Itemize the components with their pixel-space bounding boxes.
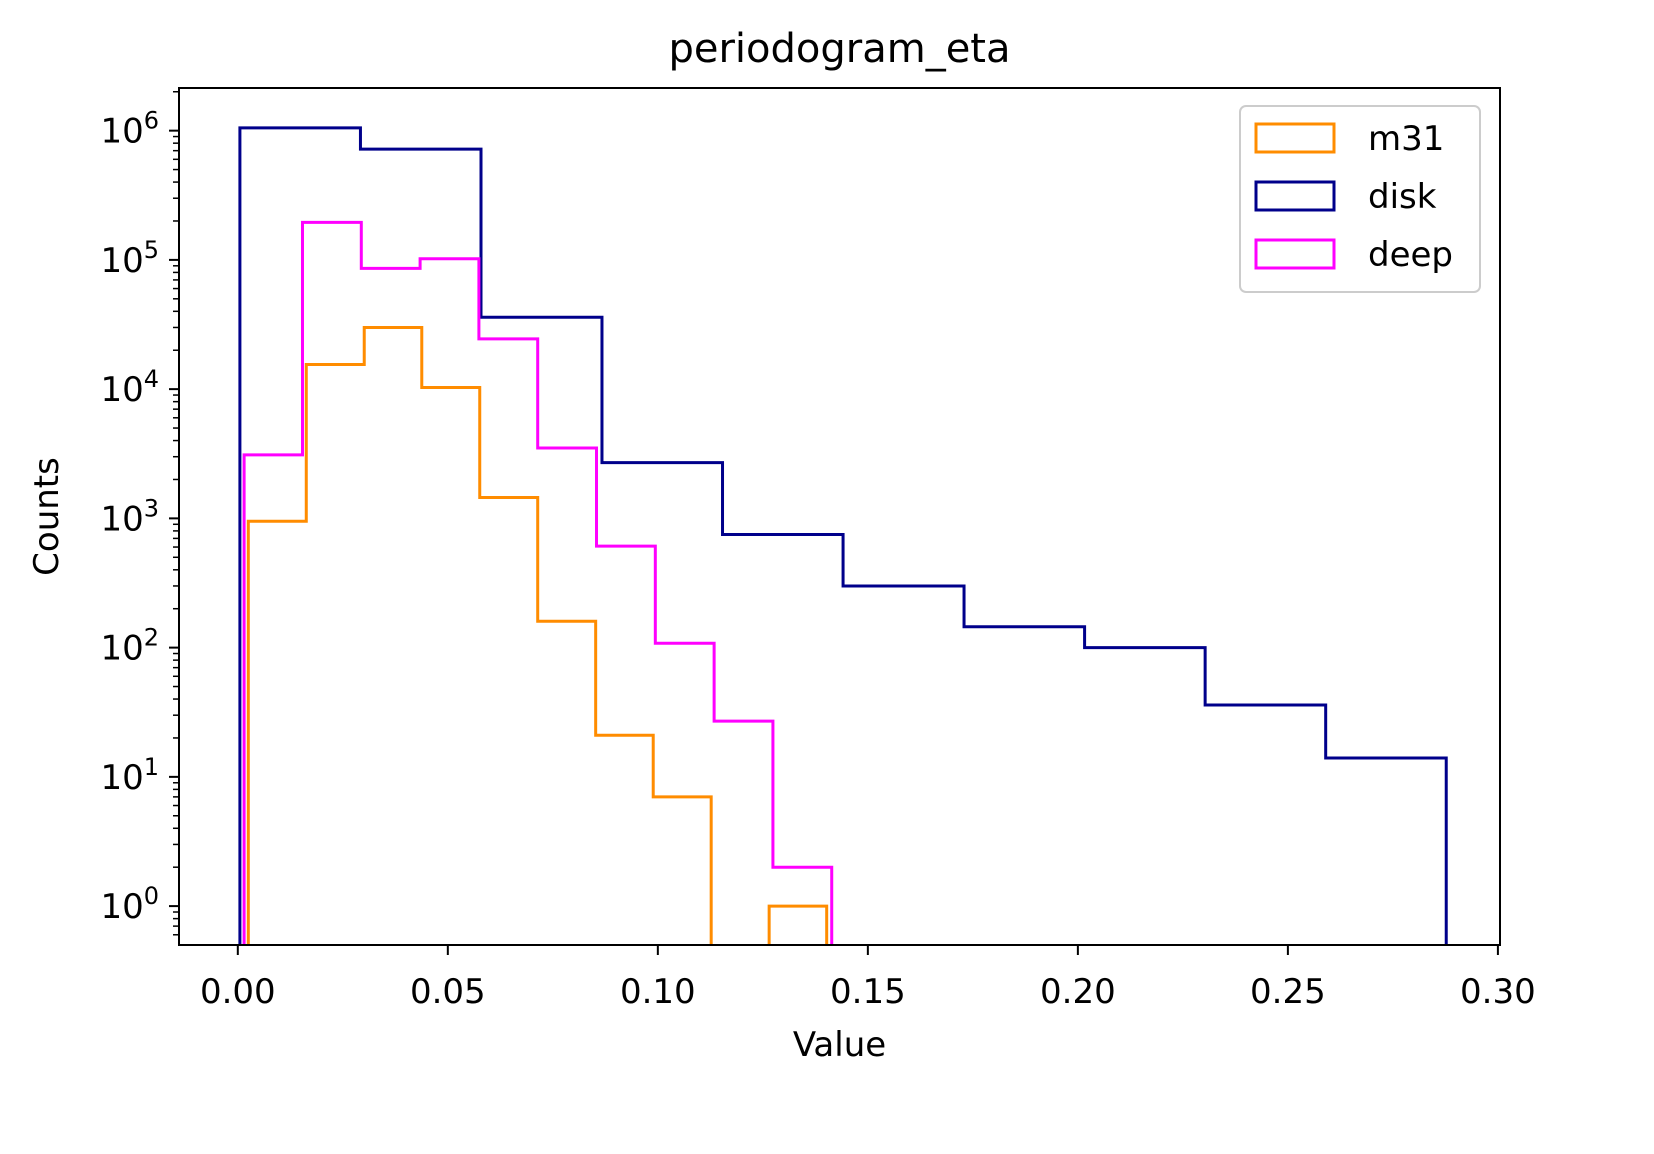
ticks-layer: 0.00 0.05 0.10 0.15 0.20 0.25 0.30 100 101 102 103… <box>100 90 1536 1012</box>
y-tick-label: 103 <box>100 494 159 539</box>
legend-swatch-m31 <box>1254 122 1336 154</box>
legend-label-disk: disk <box>1368 177 1437 217</box>
x-tick-label: 0.30 <box>1460 972 1536 1012</box>
legend-swatch-deep <box>1254 238 1336 270</box>
x-tick-label: 0.05 <box>410 972 486 1012</box>
legend-label-deep: deep <box>1368 235 1453 275</box>
legend-item-disk: disk <box>1254 177 1437 217</box>
y-tick-label: 104 <box>100 365 159 410</box>
legend-label-m31: m31 <box>1368 119 1444 159</box>
legend-swatch-disk <box>1254 180 1336 212</box>
y-tick-label: 102 <box>100 624 159 669</box>
y-tick-label: 106 <box>100 107 159 152</box>
chart-title: periodogram_eta <box>668 26 1010 72</box>
x-tick-label: 0.00 <box>200 972 276 1012</box>
series-disk-step <box>238 126 1448 945</box>
legend-item-deep: deep <box>1254 235 1453 275</box>
y-tick-label: 105 <box>100 236 159 281</box>
series-m31-step <box>246 325 829 945</box>
y-tick-label: 101 <box>100 753 159 798</box>
x-axis-title: Value <box>793 1025 886 1065</box>
x-tick-label: 0.15 <box>830 972 906 1012</box>
legend-items: m31 disk deep <box>1254 119 1453 275</box>
series-layer <box>238 126 1448 945</box>
x-tick-label: 0.20 <box>1040 972 1116 1012</box>
x-tick-label: 0.25 <box>1250 972 1326 1012</box>
y-axis-title: Counts <box>27 457 67 576</box>
plot-frame <box>178 87 1501 946</box>
legend: m31 disk deep <box>1239 105 1481 293</box>
legend-item-m31: m31 <box>1254 119 1444 159</box>
y-tick-label: 100 <box>100 882 159 927</box>
x-tick-label: 0.10 <box>620 972 696 1012</box>
series-deep-step <box>242 220 834 945</box>
